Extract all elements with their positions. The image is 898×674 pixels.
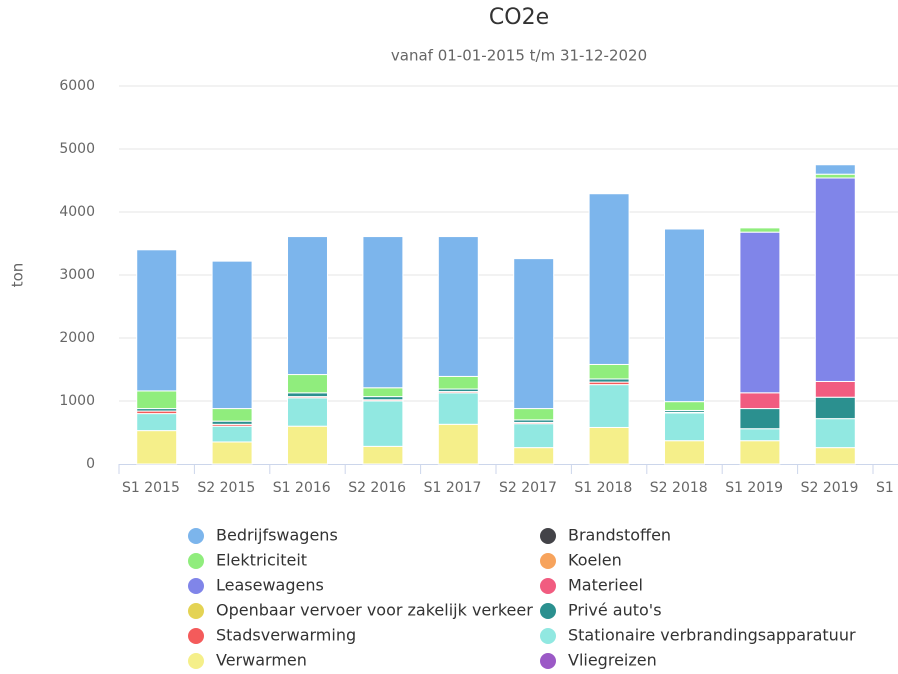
bar-segment <box>588 426 630 465</box>
x-tick-label: S2 2015 <box>197 480 255 496</box>
bar-segment <box>211 425 253 443</box>
legend-marker <box>540 603 556 619</box>
bar-segment <box>588 384 630 428</box>
bar-segment <box>287 236 328 376</box>
legend-label: Elektriciteit <box>216 551 307 570</box>
y-tick-label: 0 <box>86 456 95 472</box>
legend-label: Openbaar vervoer voor zakelijk verkeer <box>216 601 533 620</box>
y-tick-label: 4000 <box>59 204 95 220</box>
y-axis-label: ton <box>9 263 27 288</box>
y-tick-label: 5000 <box>59 141 95 157</box>
chart-title: CO2e <box>489 5 549 30</box>
legend-marker <box>188 528 204 544</box>
legend-label: Verwarmen <box>216 651 307 670</box>
y-tick-label: 6000 <box>59 78 95 94</box>
bar-segment <box>664 440 705 465</box>
x-tick-label: S1 <box>876 480 894 496</box>
x-tick-label: S1 2015 <box>122 480 180 496</box>
bar-segment <box>814 380 856 398</box>
bar-segment <box>437 236 479 377</box>
bar-segment <box>362 236 404 389</box>
bar-segment <box>588 363 630 380</box>
legend-marker <box>188 653 204 669</box>
legend-label: Bedrijfswagens <box>216 526 338 545</box>
bar-segment <box>739 408 781 430</box>
bar-segment <box>739 440 781 465</box>
legend-marker <box>540 628 556 644</box>
bar-segment <box>136 413 178 432</box>
bar-segment <box>739 231 781 394</box>
bar-segment <box>211 441 253 465</box>
legend-label: Stationaire verbrandingsapparatuur <box>568 626 856 645</box>
bar-segment <box>362 387 404 398</box>
bar-segment <box>814 177 856 382</box>
legend-label: Materieel <box>568 576 643 595</box>
bar-segment <box>362 400 404 447</box>
bar-segment <box>739 226 781 229</box>
bar-segment <box>437 423 479 465</box>
bar-segment <box>136 390 178 410</box>
y-tick-label: 3000 <box>59 267 95 283</box>
bar-segment <box>513 423 555 449</box>
bar-segment <box>814 396 856 420</box>
x-tick-label: S1 2016 <box>273 480 331 496</box>
bar-segment <box>211 408 253 422</box>
x-tick-label: S2 2018 <box>650 480 708 496</box>
bar-segment <box>739 227 781 233</box>
bar-segment <box>814 418 856 449</box>
x-tick-label: S2 2019 <box>801 480 859 496</box>
bar-segment <box>287 397 328 427</box>
y-tick-label: 1000 <box>59 393 95 409</box>
legend-marker <box>540 528 556 544</box>
legend-label: Vliegreizen <box>568 651 657 670</box>
legend-marker <box>188 628 204 644</box>
bar-segment <box>437 392 479 425</box>
x-tick-label: S2 2017 <box>499 480 557 496</box>
legend-label: Leasewagens <box>216 576 324 595</box>
x-tick-label: S2 2016 <box>348 480 406 496</box>
legend-label: Stadsverwarming <box>216 626 356 645</box>
bar-segment <box>664 401 705 411</box>
legend-marker <box>188 578 204 594</box>
bar-segment <box>287 392 328 398</box>
bar-segment <box>513 258 555 410</box>
bar-segment <box>513 447 555 465</box>
bar-segment <box>211 260 253 410</box>
legend-label: Koelen <box>568 551 622 570</box>
legend-marker <box>188 553 204 569</box>
bar-segment <box>362 445 404 465</box>
bar-segment <box>287 425 328 465</box>
bar-segment <box>136 430 178 465</box>
bar-segment <box>588 193 630 365</box>
bar-segment <box>664 228 705 403</box>
x-tick-label: S1 2019 <box>725 480 783 496</box>
bar-segment <box>287 374 328 394</box>
bar-segment <box>814 447 856 465</box>
legend-label: Brandstoffen <box>568 526 671 545</box>
legend-marker <box>540 578 556 594</box>
y-tick-label: 2000 <box>59 330 95 346</box>
chart-subtitle: vanaf 01-01-2015 t/m 31-12-2020 <box>391 47 647 65</box>
bar-segment <box>136 249 178 392</box>
legend-marker <box>540 653 556 669</box>
legend-label: Privé auto's <box>568 601 662 620</box>
bar-segment <box>739 428 781 442</box>
bar-segment <box>739 392 781 410</box>
bar-segment <box>814 164 856 175</box>
x-tick-label: S1 2018 <box>574 480 632 496</box>
legend-marker <box>540 553 556 569</box>
bar-segment <box>664 412 705 442</box>
x-tick-label: S1 2017 <box>424 480 482 496</box>
bar-segment <box>437 375 479 390</box>
legend-marker <box>188 603 204 619</box>
bar-segment <box>814 173 856 179</box>
bar-segment <box>513 408 555 421</box>
